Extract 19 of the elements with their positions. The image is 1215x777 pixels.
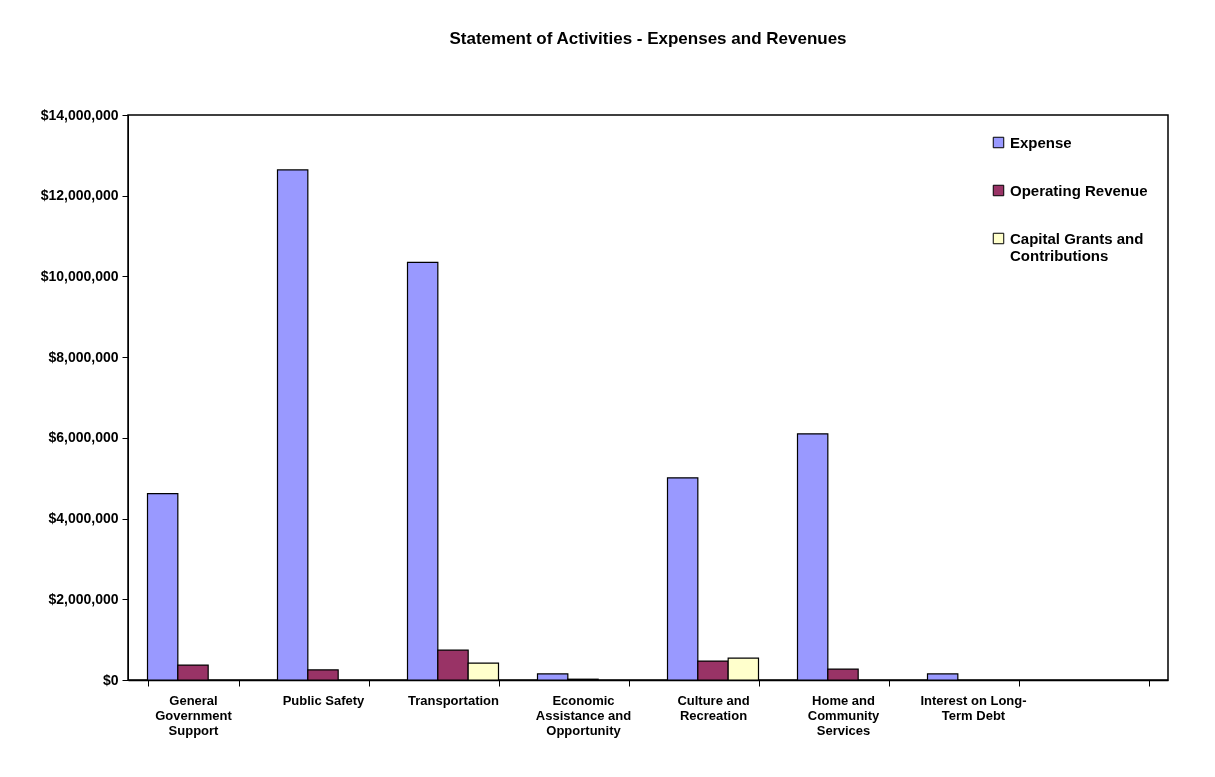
- x-tick-label: Interest on Long-Term Debt: [920, 692, 1027, 723]
- legend-label: Capital Grants and Contributions: [1010, 229, 1144, 264]
- x-tick-label: Economic Assistance and Opportunity: [535, 692, 632, 738]
- y-tick-label: $0: [102, 671, 119, 688]
- y-tick-label: $12,000,000: [40, 187, 119, 204]
- x-tick-label: Culture and Recreation: [677, 692, 750, 723]
- y-tick-label: $8,000,000: [48, 348, 119, 365]
- y-tick-label: $6,000,000: [48, 429, 119, 446]
- y-tick-label: $2,000,000: [48, 590, 119, 607]
- y-tick-label: $14,000,000: [40, 106, 119, 123]
- y-tick-label: $4,000,000: [48, 510, 119, 527]
- legend-label: Operating Revenue: [1010, 181, 1148, 199]
- x-tick-label: Transportation: [407, 692, 500, 708]
- chart-title: Statement of Activities - Expenses and Revenues: [449, 29, 847, 48]
- x-tick-label: Public Safety: [282, 692, 366, 708]
- y-tick-label: $10,000,000: [40, 267, 119, 284]
- x-tick-label: Home and Community Services: [807, 692, 881, 738]
- x-tick-label: General Government Support: [155, 692, 233, 738]
- legend-label: Expense: [1010, 133, 1072, 151]
